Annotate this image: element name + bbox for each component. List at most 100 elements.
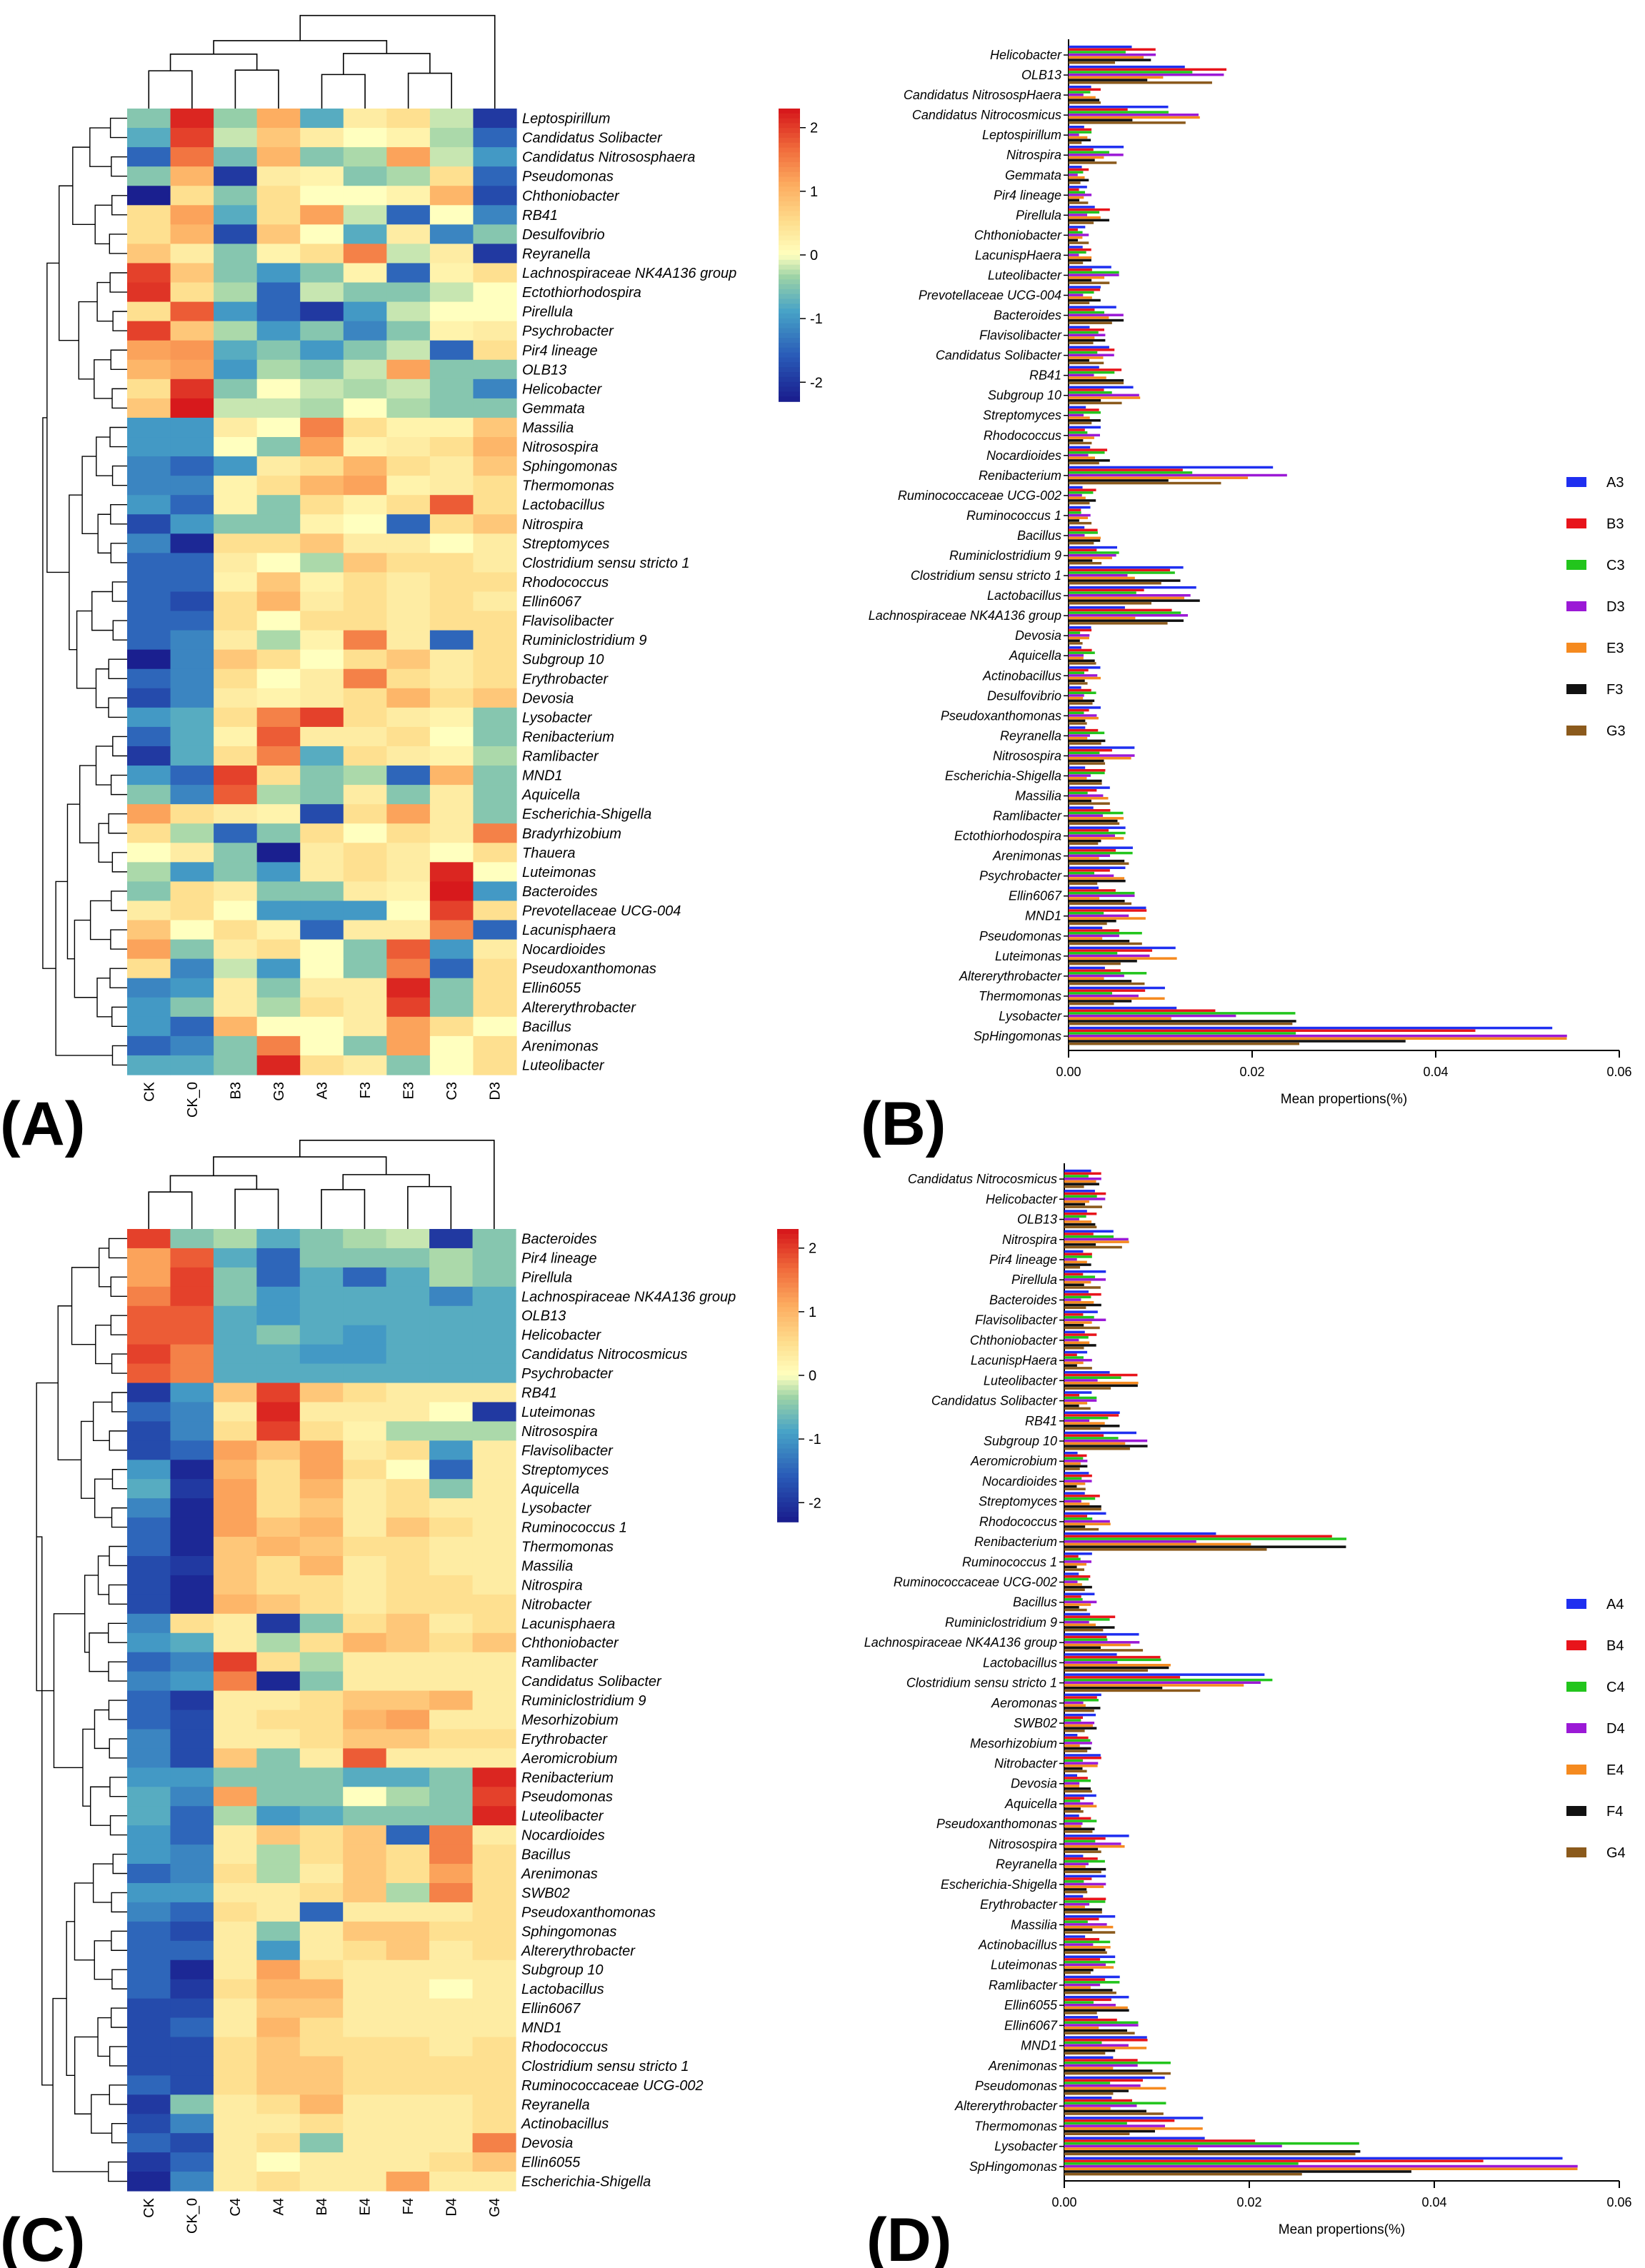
bar	[1069, 326, 1090, 328]
bar	[1064, 2024, 1139, 2027]
row-label: Bacillus	[522, 1019, 571, 1035]
heatmap-cell	[170, 1440, 214, 1460]
colorbar-step	[777, 1365, 799, 1371]
heatmap-cell	[343, 1806, 387, 1826]
bar	[1064, 2006, 1128, 2009]
bar	[1069, 356, 1104, 359]
colorbar-step	[777, 1497, 799, 1503]
heatmap-cell	[127, 1575, 171, 1595]
bar	[1064, 1283, 1084, 1287]
heatmap-cell	[213, 1479, 257, 1499]
heatmap-cell	[170, 1286, 214, 1307]
bar	[1064, 2059, 1138, 2062]
category-label: Nitrospira	[1006, 148, 1061, 162]
bar	[1064, 1434, 1104, 1437]
heatmap-cell	[170, 611, 214, 631]
dendrogram-branch	[108, 1661, 127, 1682]
heatmap-cell	[473, 997, 517, 1018]
heatmap-cell	[127, 166, 171, 186]
heatmap-cell	[343, 1921, 387, 1942]
heatmap-cell	[429, 1845, 474, 1865]
bar	[1064, 2061, 1171, 2064]
bar	[1064, 1404, 1079, 1408]
heatmap-cell	[127, 1806, 171, 1826]
dendrogram-branch	[109, 426, 127, 448]
colorbar-step	[777, 1438, 799, 1445]
category-label: Bacteroides	[994, 308, 1061, 323]
bar	[1069, 829, 1109, 832]
colorbar-step	[777, 1517, 799, 1522]
bar	[1064, 1507, 1101, 1511]
heatmap-cell	[472, 2037, 516, 2057]
category-label: Actinobacillus	[982, 668, 1061, 683]
bar	[1069, 791, 1088, 795]
bar	[1069, 491, 1094, 494]
bar	[1064, 2087, 1166, 2090]
bar	[1069, 48, 1156, 51]
category-label: Escherichia-Shigella	[941, 1877, 1057, 1892]
bar	[1064, 1505, 1101, 1508]
heatmap-cell	[127, 1864, 171, 1884]
dendrogram-branch	[89, 127, 111, 167]
dendrogram-branch	[95, 746, 113, 786]
category-label: Ellin6067	[1004, 2018, 1058, 2032]
bar	[1069, 962, 1121, 965]
heatmap-cell	[256, 1652, 301, 1672]
bar	[1064, 1223, 1096, 1226]
heatmap-cell	[127, 1960, 171, 1980]
dendrogram-branch	[108, 697, 127, 718]
category-label: Lactobacillus	[987, 588, 1061, 603]
dendrogram-branch	[109, 234, 127, 254]
bar	[1069, 76, 1164, 79]
heatmap-cell	[256, 1864, 301, 1884]
heatmap-cell	[127, 1882, 171, 1903]
heatmap-cell	[386, 1748, 430, 1768]
row-label: Ruminiclostridium 9	[521, 1693, 646, 1709]
heatmap-cell	[343, 1305, 387, 1326]
row-label: OLB13	[521, 1308, 566, 1324]
bar	[1069, 960, 1137, 963]
bar	[1064, 1782, 1080, 1785]
colorbar-step	[777, 1395, 799, 1400]
heatmap-cell	[386, 823, 431, 843]
heatmap-cell	[300, 205, 344, 225]
heatmap-cell	[256, 1016, 301, 1037]
bar	[1064, 1742, 1092, 1745]
bar	[1064, 1955, 1116, 1958]
dendrogram-branch	[299, 1140, 495, 1229]
heatmap-cell	[300, 147, 344, 167]
category-label: Altererythrobacter	[954, 2099, 1058, 2113]
heatmap-cell	[213, 2172, 257, 2192]
row-label: RB41	[521, 1385, 557, 1401]
dendrogram-branch	[407, 72, 452, 109]
heatmap-cell	[170, 939, 214, 960]
heatmap-cell	[127, 378, 171, 399]
heatmap-cell	[127, 649, 171, 670]
heatmap-cell	[170, 2172, 214, 2192]
heatmap-cell	[256, 1286, 301, 1307]
heatmap-cell	[213, 1248, 257, 1268]
heatmap-cell	[127, 978, 171, 998]
bar	[1069, 676, 1101, 680]
heatmap-cell	[170, 417, 214, 438]
bar	[1064, 2084, 1141, 2087]
bar	[1064, 1655, 1161, 1659]
bar	[1064, 2102, 1166, 2104]
bar	[1069, 293, 1084, 296]
heatmap-cell	[343, 1035, 387, 1056]
heatmap-cell	[429, 2114, 474, 2134]
bar	[1064, 1626, 1115, 1629]
legend-label: F3	[1606, 682, 1623, 698]
bar	[1064, 1185, 1084, 1188]
heatmap-cell	[343, 1517, 387, 1537]
row-label: Ruminococcaceae UCG-002	[521, 2078, 704, 2094]
heatmap-cell	[213, 1921, 257, 1942]
column-label: CK_0	[185, 2198, 201, 2234]
heatmap-cell	[300, 823, 344, 843]
bar	[1064, 1384, 1138, 1388]
bar	[1069, 393, 1139, 397]
heatmap-cell	[256, 1845, 301, 1865]
heatmap-cell	[170, 2094, 214, 2114]
heatmap-cell	[429, 1267, 474, 1288]
heatmap-cell	[256, 301, 301, 322]
